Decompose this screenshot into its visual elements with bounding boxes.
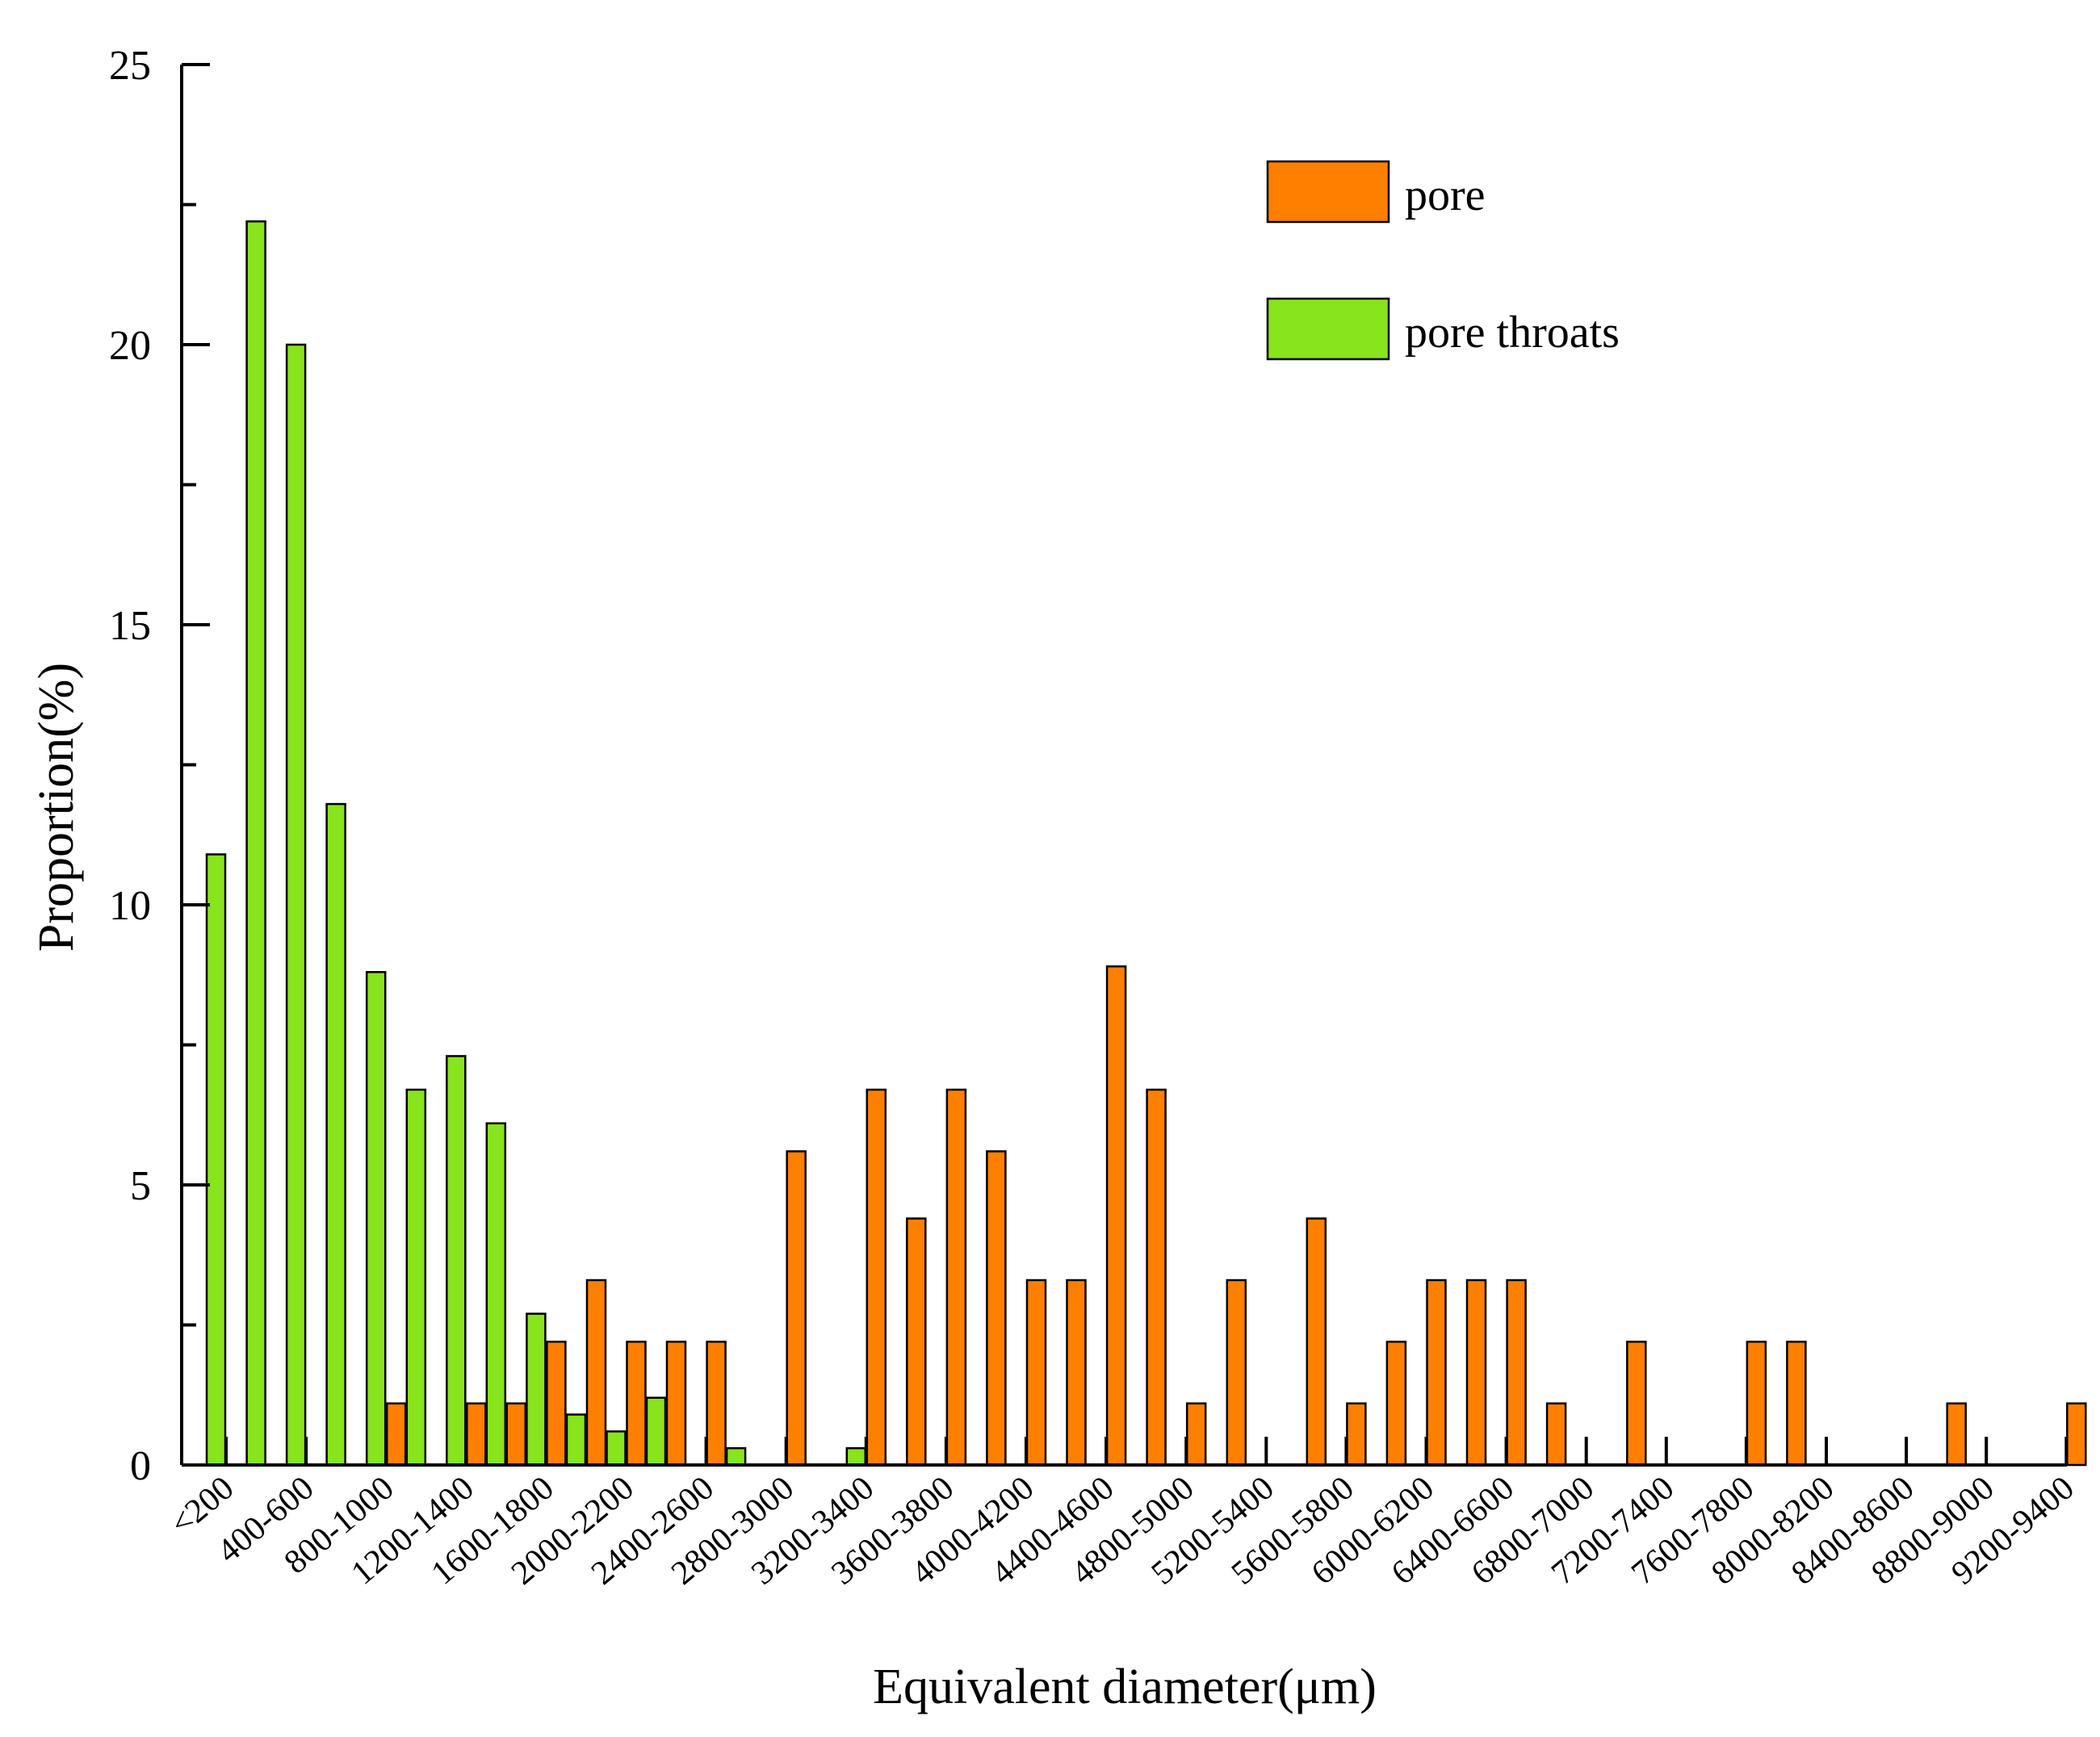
bar-pore-14 bbox=[786, 1150, 807, 1467]
bar-pore-22 bbox=[1105, 965, 1127, 1467]
bar-pore-throats-11 bbox=[645, 1396, 667, 1467]
bar-pore-46 bbox=[2066, 1402, 2087, 1467]
bar-pore-31 bbox=[1465, 1279, 1487, 1467]
bar-pore-7 bbox=[505, 1402, 527, 1467]
bars-layer bbox=[205, 220, 2087, 1467]
bar-pore-35 bbox=[1626, 1341, 1647, 1467]
bar-pore-throats-4 bbox=[365, 971, 387, 1467]
bar-pore-throats-0 bbox=[205, 853, 227, 1467]
legend: pore pore throats bbox=[1266, 160, 1620, 361]
bar-pore-24 bbox=[1185, 1402, 1207, 1467]
bar-pore-throats-3 bbox=[325, 802, 346, 1467]
bar-pore-throats-5 bbox=[405, 1088, 427, 1467]
bar-pore-throats-1 bbox=[245, 220, 266, 1467]
x-axis-title: Equivalent diameter(μm) bbox=[873, 1660, 1377, 1714]
legend-label-pore-throats: pore throats bbox=[1405, 308, 1620, 358]
y-tick-label-20: 20 bbox=[109, 323, 151, 369]
legend-label-pore: pore bbox=[1405, 170, 1486, 220]
legend-swatch-pore-throats bbox=[1266, 297, 1390, 361]
y-tick-label-15: 15 bbox=[109, 603, 151, 649]
legend-swatch-pore bbox=[1266, 160, 1390, 224]
bar-pore-11 bbox=[665, 1341, 687, 1467]
bar-pore-32 bbox=[1506, 1279, 1527, 1467]
bar-pore-9 bbox=[585, 1279, 607, 1467]
bar-pore-throats-6 bbox=[446, 1055, 467, 1467]
ticks-layer bbox=[182, 63, 2069, 1467]
bar-pore-12 bbox=[706, 1341, 727, 1467]
bar-pore-throats-16 bbox=[845, 1446, 867, 1467]
y-tick-label-0: 0 bbox=[130, 1443, 151, 1489]
bar-pore-throats-2 bbox=[285, 343, 307, 1467]
bar-pore-38 bbox=[1746, 1341, 1767, 1467]
y-tick-label-25: 25 bbox=[109, 43, 151, 89]
axes-layer bbox=[180, 65, 2067, 1467]
bar-pore-throats-7 bbox=[485, 1122, 507, 1467]
bar-pore-18 bbox=[945, 1088, 967, 1467]
y-tick-label-10: 10 bbox=[109, 883, 151, 929]
bar-pore-27 bbox=[1306, 1217, 1327, 1467]
bar-pore-8 bbox=[546, 1341, 567, 1467]
bar-pore-throats-10 bbox=[606, 1430, 627, 1467]
y-tick-label-5: 5 bbox=[130, 1163, 151, 1209]
bar-pore-throats-8 bbox=[526, 1312, 547, 1467]
bar-pore-43 bbox=[1946, 1402, 1967, 1467]
bar-pore-throats-13 bbox=[725, 1446, 747, 1467]
bar-pore-20 bbox=[1025, 1279, 1047, 1467]
bar-pore-21 bbox=[1066, 1279, 1087, 1467]
bar-pore-29 bbox=[1385, 1341, 1407, 1467]
bar-pore-39 bbox=[1786, 1341, 1807, 1467]
bar-pore-4 bbox=[385, 1402, 407, 1467]
bar-pore-28 bbox=[1346, 1402, 1367, 1467]
bar-pore-throats-9 bbox=[565, 1413, 587, 1467]
bar-pore-16 bbox=[866, 1088, 887, 1467]
bar-pore-19 bbox=[986, 1150, 1007, 1467]
bar-pore-10 bbox=[626, 1341, 647, 1467]
bar-pore-6 bbox=[466, 1402, 487, 1467]
y-tick-labels: 0 5 10 15 20 25 bbox=[109, 43, 151, 1489]
x-tick-labels: <200400-600800-10001200-14001600-1800200… bbox=[163, 1469, 2081, 1592]
bar-pore-17 bbox=[906, 1217, 927, 1467]
bar-pore-25 bbox=[1226, 1279, 1247, 1467]
bar-pore-30 bbox=[1426, 1279, 1447, 1467]
y-axis-title: Proportion(%) bbox=[29, 663, 84, 952]
bar-pore-33 bbox=[1545, 1402, 1567, 1467]
bar-pore-23 bbox=[1146, 1088, 1167, 1467]
